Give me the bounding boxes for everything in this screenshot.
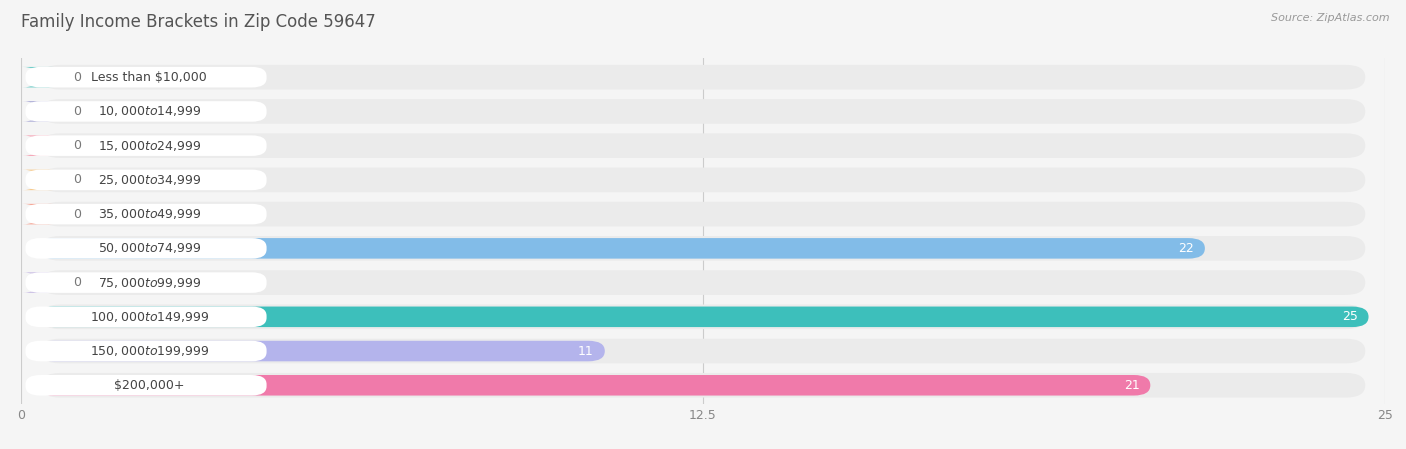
FancyBboxPatch shape (22, 101, 53, 122)
Text: 22: 22 (1178, 242, 1194, 255)
FancyBboxPatch shape (41, 99, 1365, 124)
Text: 0: 0 (73, 139, 82, 152)
FancyBboxPatch shape (22, 67, 53, 88)
Text: 21: 21 (1123, 379, 1139, 392)
FancyBboxPatch shape (38, 307, 1368, 327)
FancyBboxPatch shape (22, 272, 53, 293)
FancyBboxPatch shape (25, 307, 267, 327)
Text: 0: 0 (73, 276, 82, 289)
FancyBboxPatch shape (25, 67, 267, 88)
Text: 0: 0 (73, 207, 82, 220)
FancyBboxPatch shape (25, 136, 267, 156)
Text: Source: ZipAtlas.com: Source: ZipAtlas.com (1271, 13, 1389, 23)
Text: $50,000 to $74,999: $50,000 to $74,999 (97, 242, 201, 255)
FancyBboxPatch shape (41, 65, 1365, 89)
Text: Family Income Brackets in Zip Code 59647: Family Income Brackets in Zip Code 59647 (21, 13, 375, 31)
Text: $25,000 to $34,999: $25,000 to $34,999 (97, 173, 201, 187)
FancyBboxPatch shape (41, 236, 1365, 261)
Text: $10,000 to $14,999: $10,000 to $14,999 (97, 105, 201, 119)
FancyBboxPatch shape (38, 238, 1205, 259)
FancyBboxPatch shape (25, 238, 267, 259)
FancyBboxPatch shape (25, 375, 267, 396)
FancyBboxPatch shape (41, 339, 1365, 363)
FancyBboxPatch shape (41, 304, 1365, 329)
Text: $150,000 to $199,999: $150,000 to $199,999 (90, 344, 209, 358)
FancyBboxPatch shape (25, 170, 267, 190)
FancyBboxPatch shape (25, 204, 267, 224)
Text: 0: 0 (73, 70, 82, 84)
Text: $100,000 to $149,999: $100,000 to $149,999 (90, 310, 209, 324)
FancyBboxPatch shape (41, 373, 1365, 398)
FancyBboxPatch shape (38, 375, 1150, 396)
FancyBboxPatch shape (25, 341, 267, 361)
FancyBboxPatch shape (22, 136, 53, 156)
Text: 0: 0 (73, 105, 82, 118)
Text: $15,000 to $24,999: $15,000 to $24,999 (97, 139, 201, 153)
FancyBboxPatch shape (41, 167, 1365, 192)
FancyBboxPatch shape (38, 341, 605, 361)
Text: Less than $10,000: Less than $10,000 (91, 70, 207, 84)
Text: 25: 25 (1341, 310, 1358, 323)
Text: 11: 11 (578, 344, 593, 357)
FancyBboxPatch shape (25, 101, 267, 122)
FancyBboxPatch shape (25, 272, 267, 293)
Text: 0: 0 (73, 173, 82, 186)
FancyBboxPatch shape (41, 270, 1365, 295)
Text: $75,000 to $99,999: $75,000 to $99,999 (97, 276, 201, 290)
FancyBboxPatch shape (22, 204, 53, 224)
Text: $200,000+: $200,000+ (114, 379, 184, 392)
Text: $35,000 to $49,999: $35,000 to $49,999 (97, 207, 201, 221)
FancyBboxPatch shape (41, 202, 1365, 226)
FancyBboxPatch shape (41, 133, 1365, 158)
FancyBboxPatch shape (22, 170, 53, 190)
